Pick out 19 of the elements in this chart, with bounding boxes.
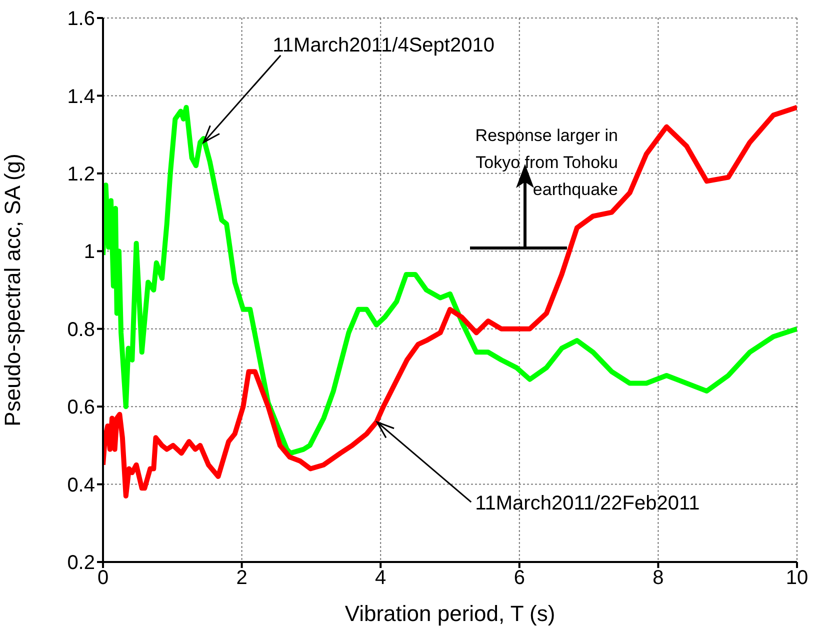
y-tick-label: 0.6 (67, 396, 95, 419)
annotation: Response larger in Tokyo from Tohoku earthquake (474, 125, 618, 201)
y-tick-label: 1.4 (67, 86, 95, 108)
x-tick-label: 0 (97, 567, 109, 590)
annotation: 11March2011/4Sept2010 (272, 34, 494, 57)
x-tick-label: 6 (514, 567, 525, 590)
y-tick-label: 0.8 (67, 318, 95, 341)
x-tick-label: 10 (786, 567, 808, 590)
y-tick-label: 0.2 (67, 552, 95, 574)
y-tick-label: 1 (84, 241, 95, 264)
x-tick-label: 2 (236, 567, 248, 590)
y-tick-label: 1.6 (67, 8, 95, 30)
x-axis-title: Vibration period, T (s) (344, 601, 556, 626)
y-tick-label: 1.2 (67, 164, 95, 186)
annotation: 11March2011/22Feb2011 (475, 492, 700, 514)
x-tick-label: 4 (375, 567, 386, 590)
x-tick-label: 8 (652, 567, 664, 590)
y-axis-title: Pseudo-spectral acc, SA (g) (0, 154, 25, 426)
y-tick-label: 0.4 (67, 474, 95, 496)
